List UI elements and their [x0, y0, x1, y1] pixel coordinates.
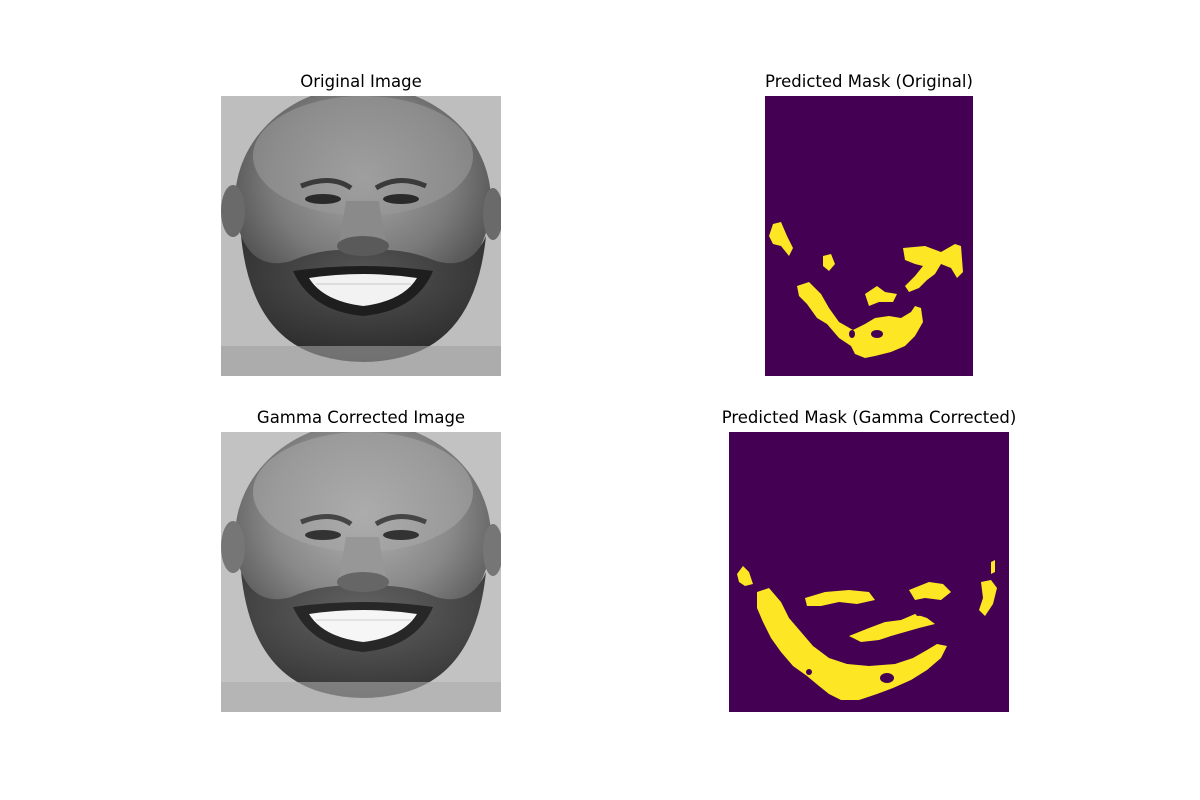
- mask-gamma-title: Predicted Mask (Gamma Corrected): [721, 408, 1017, 427]
- gamma-corrected-face-image: [221, 432, 501, 712]
- gamma-image-title: Gamma Corrected Image: [256, 408, 466, 427]
- original-image-title: Original Image: [300, 72, 422, 91]
- mask-gamma-image: [729, 432, 1009, 712]
- mask-original-title: Predicted Mask (Original): [765, 72, 973, 91]
- mask-original-image: [765, 96, 973, 376]
- original-face-image: [221, 96, 501, 376]
